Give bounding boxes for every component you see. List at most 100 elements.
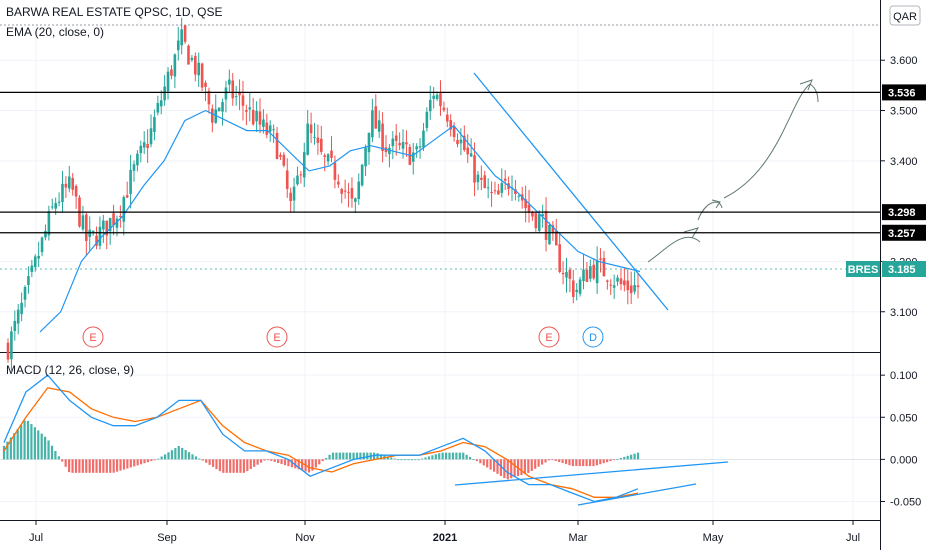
candle-body bbox=[326, 154, 330, 162]
macd-hist-bar bbox=[400, 459, 403, 461]
macd-hist-bar bbox=[616, 458, 619, 460]
event-marker[interactable] bbox=[538, 326, 560, 348]
candle-body bbox=[405, 142, 408, 145]
candle-body bbox=[445, 114, 449, 122]
horizontal-levels[interactable]: 3.536 3.298 3.257 bbox=[0, 84, 926, 241]
macd-tick-label: 0.000 bbox=[890, 454, 918, 466]
macd-hist-bar bbox=[527, 459, 530, 473]
candle-body bbox=[105, 220, 109, 236]
downtrend-line[interactable] bbox=[473, 72, 669, 311]
time-tick-label: Sep bbox=[157, 532, 177, 544]
macd-hist-bar bbox=[468, 456, 472, 460]
candle-body bbox=[592, 264, 596, 279]
macd-hist-bar bbox=[554, 459, 557, 461]
macd-hist-bar bbox=[215, 459, 218, 470]
macd-hist-bar bbox=[534, 459, 537, 469]
candle-body bbox=[224, 87, 228, 100]
candle-body bbox=[146, 144, 149, 149]
candle-body bbox=[57, 201, 61, 203]
macd-trend-line-upper[interactable] bbox=[454, 461, 729, 486]
candle-body bbox=[40, 237, 44, 253]
macd-hist-bar bbox=[540, 459, 544, 465]
candle-body bbox=[493, 190, 497, 192]
macd-hist-bar bbox=[297, 459, 300, 470]
macd-hist-bar bbox=[338, 452, 341, 460]
macd-hist-bar bbox=[530, 459, 533, 471]
macd-hist-bar bbox=[105, 459, 108, 473]
candle-body bbox=[343, 190, 347, 192]
candle-body bbox=[371, 110, 374, 138]
candle-body bbox=[129, 169, 132, 194]
last-price-badge bbox=[882, 260, 926, 277]
candle-body bbox=[50, 206, 54, 208]
candle-body bbox=[401, 142, 405, 149]
macd-hist-bar bbox=[157, 458, 160, 460]
candle-body bbox=[20, 302, 23, 315]
event-label: E bbox=[545, 332, 552, 344]
candle-body bbox=[54, 203, 57, 209]
macd-hist-bar bbox=[85, 459, 88, 473]
candle-body bbox=[364, 147, 367, 167]
candle-body bbox=[302, 152, 306, 178]
currency-badge[interactable] bbox=[889, 5, 921, 26]
macd-hist-bar bbox=[153, 459, 156, 461]
macd-hist-bar bbox=[68, 459, 71, 473]
candle-body bbox=[299, 174, 303, 176]
macd-hist-bar bbox=[420, 458, 424, 460]
candle-body bbox=[585, 269, 589, 282]
candle-body bbox=[149, 128, 153, 145]
macd-hist-bar bbox=[489, 459, 492, 470]
candle-body bbox=[91, 230, 95, 233]
candle-body bbox=[108, 218, 112, 232]
macd-hist-bar bbox=[630, 454, 633, 460]
macd-hist-bar bbox=[482, 459, 485, 466]
candle-body bbox=[391, 138, 395, 147]
level-label: 3.298 bbox=[888, 207, 916, 219]
event-label: D bbox=[589, 332, 597, 344]
candle-body bbox=[47, 211, 51, 236]
candle-body bbox=[381, 123, 384, 151]
macd-hist-bar bbox=[451, 452, 455, 460]
macd-tick-label: 0.100 bbox=[890, 370, 918, 382]
macd-hist-bar bbox=[225, 459, 228, 473]
candle-body bbox=[159, 100, 163, 107]
macd-hist-bar bbox=[191, 454, 194, 460]
macd-hist-bar bbox=[109, 459, 112, 473]
event-marker[interactable] bbox=[266, 326, 288, 348]
candle-body bbox=[61, 183, 64, 203]
projection-arrowhead-2 bbox=[711, 199, 721, 209]
macd-hist-bar bbox=[633, 453, 636, 460]
macd-hist-bar bbox=[81, 459, 84, 473]
candle-body bbox=[313, 136, 316, 138]
macd-hist-bar bbox=[458, 452, 461, 460]
candle-body bbox=[616, 277, 619, 282]
candle-body bbox=[115, 218, 119, 228]
candle-body bbox=[435, 94, 439, 100]
currency-label: QAR bbox=[893, 11, 917, 23]
macd-hist-bar bbox=[170, 450, 174, 460]
macd-histogram bbox=[2, 420, 640, 480]
event-marker[interactable] bbox=[82, 326, 104, 348]
level-badge bbox=[882, 204, 926, 221]
macd-hist-bar bbox=[609, 459, 612, 462]
macd-hist-bar bbox=[88, 459, 91, 473]
macd-hist-bar bbox=[16, 428, 19, 460]
macd-hist-bar bbox=[407, 459, 410, 461]
macd-hist-bar bbox=[585, 459, 588, 467]
macd-hist-bar bbox=[523, 459, 527, 475]
macd-hist-bar bbox=[513, 459, 516, 478]
candle-body bbox=[347, 192, 350, 194]
macd-hist-bar bbox=[122, 459, 126, 470]
ema-indicator-label[interactable]: EMA (20, close, 0) bbox=[6, 25, 104, 39]
macd-trend-line-lower[interactable] bbox=[577, 483, 697, 506]
macd-hist-bar bbox=[112, 459, 115, 473]
macd-indicator-label[interactable]: MACD (12, 26, close, 9) bbox=[6, 363, 134, 377]
event-label: E bbox=[273, 332, 280, 344]
macd-hist-bar bbox=[30, 424, 33, 460]
macd-hist-bar bbox=[184, 450, 187, 460]
macd-hist-bar bbox=[20, 424, 23, 460]
event-marker[interactable] bbox=[582, 326, 604, 348]
macd-hist-bar bbox=[331, 452, 335, 460]
